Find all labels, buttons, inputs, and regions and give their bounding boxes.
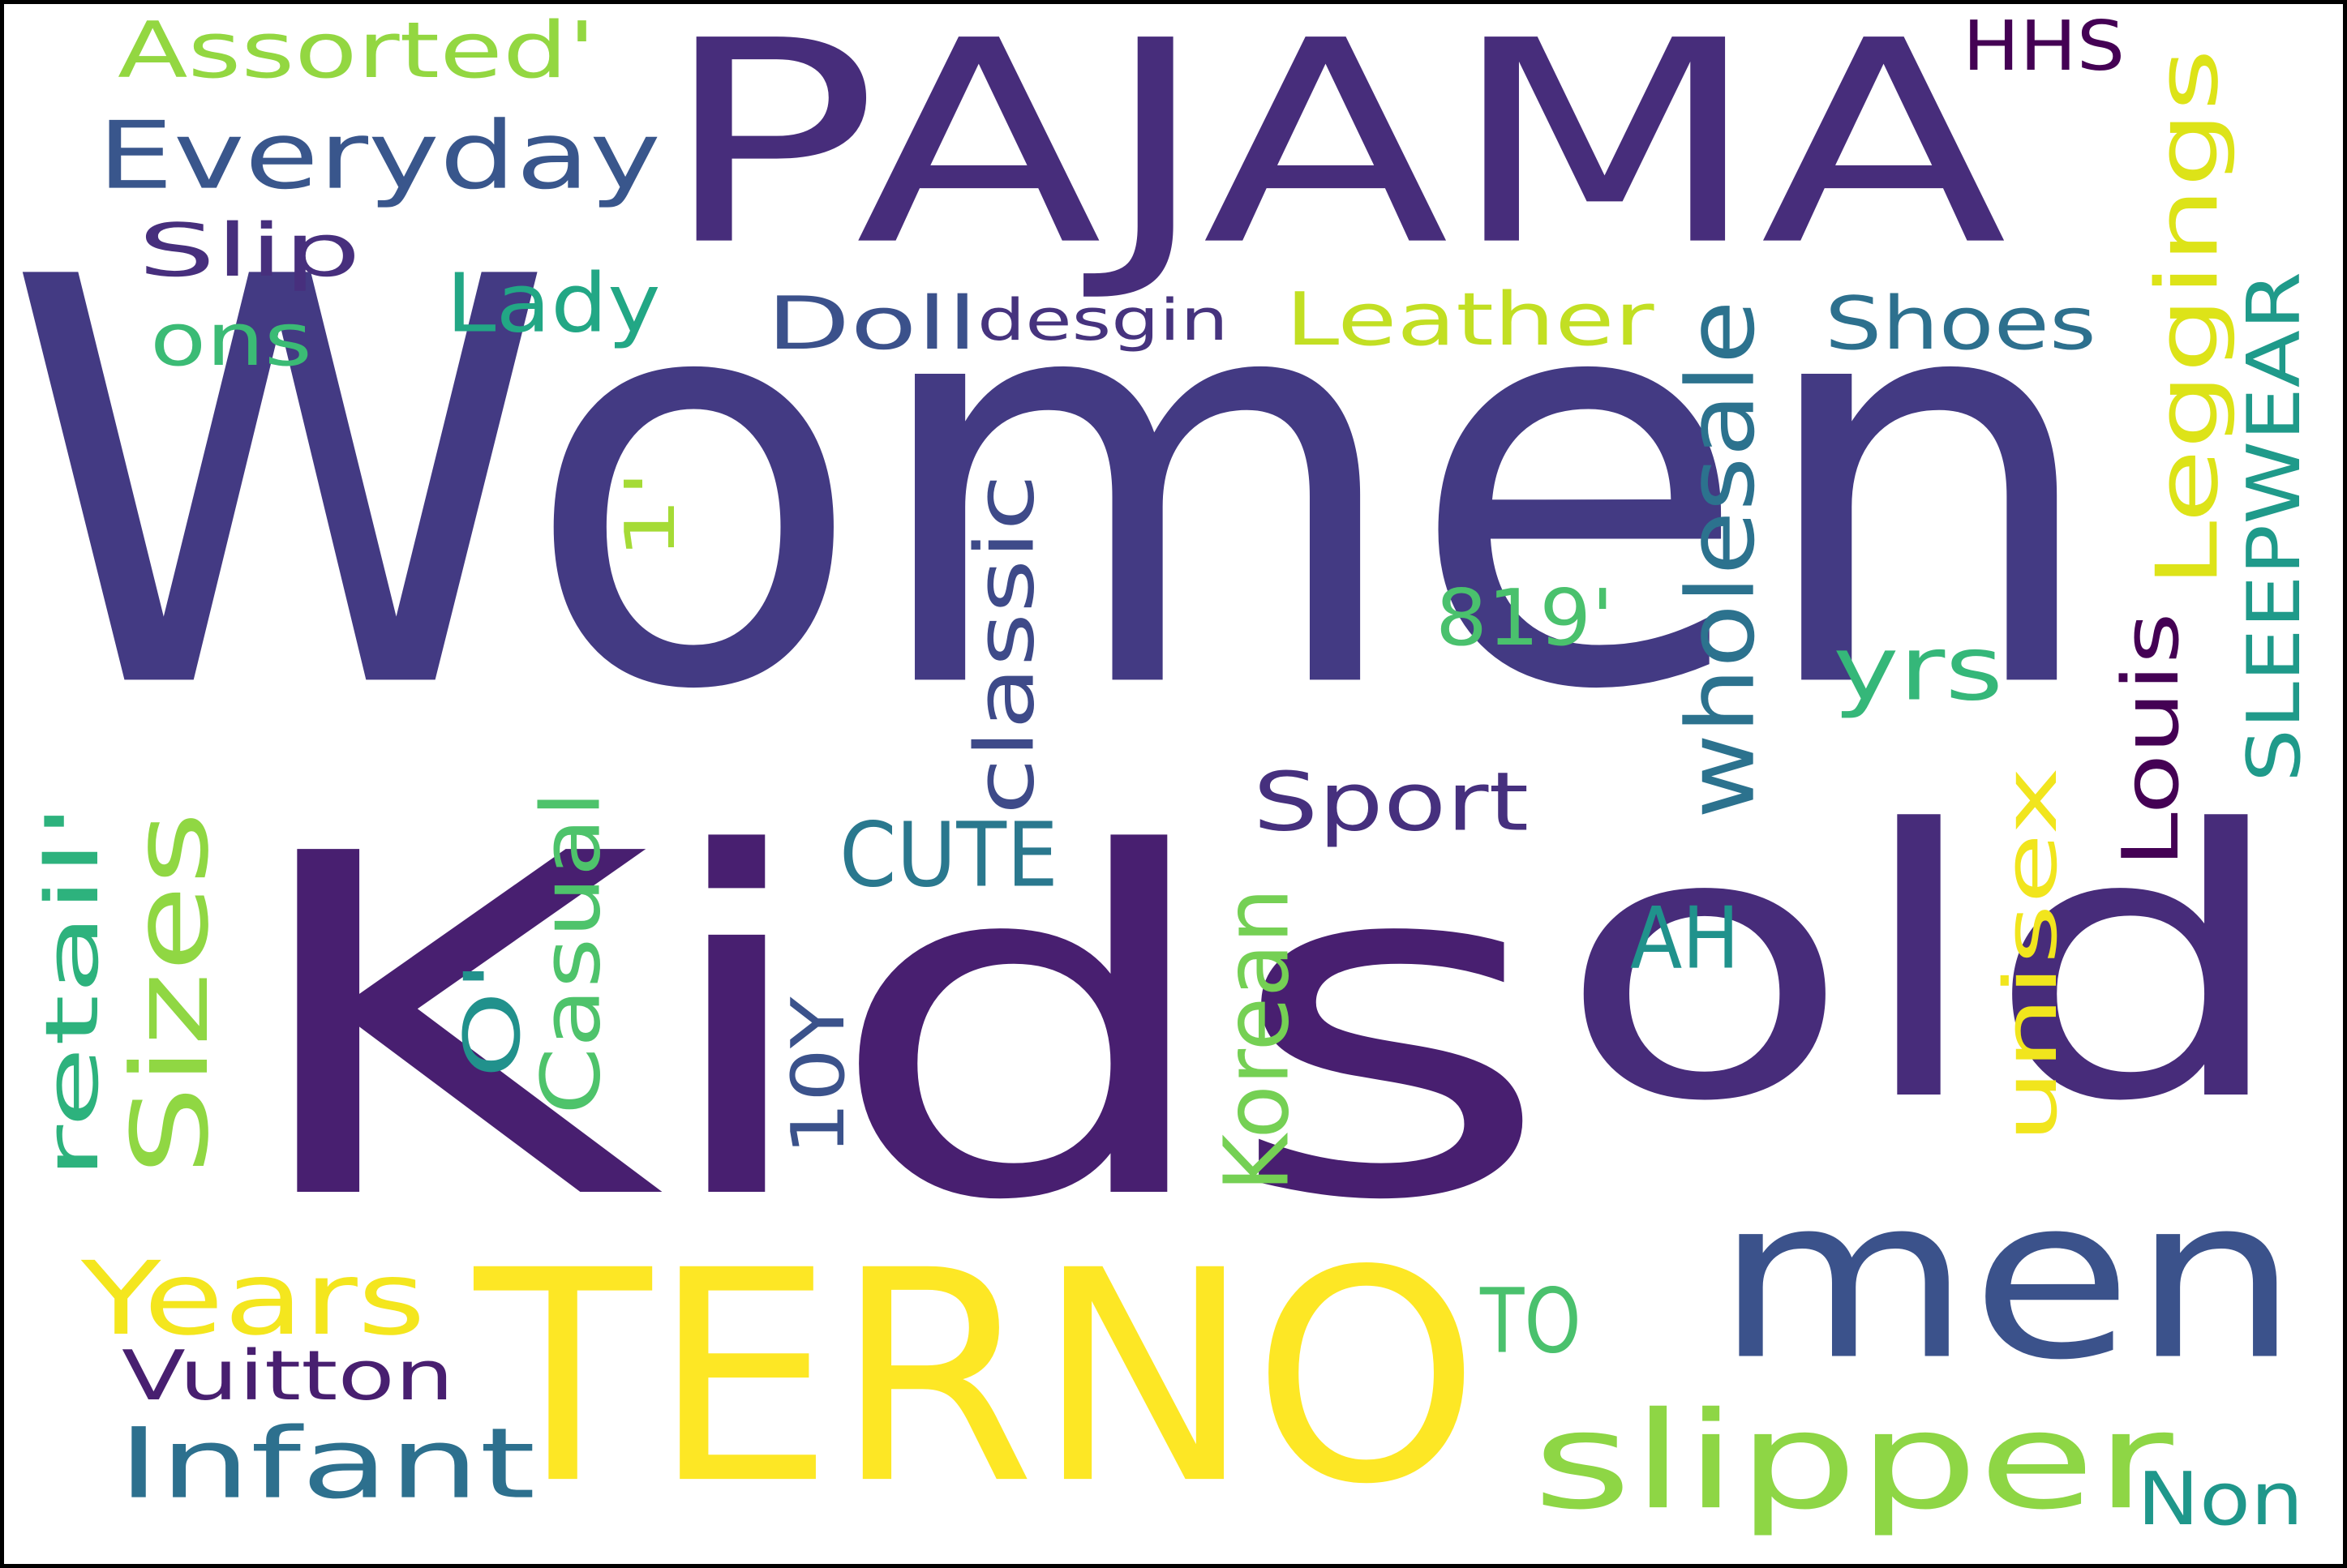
word-non: Non: [2137, 1457, 2304, 1542]
word-vuitton: Vuitton: [122, 1335, 454, 1416]
word-casual: Casual: [524, 790, 619, 1115]
word-unisex: unisex: [1989, 766, 2074, 1143]
word-slip: Slip: [138, 208, 362, 293]
word-cute: CUTE: [839, 803, 1058, 908]
word-assorted: Assorted': [118, 5, 596, 96]
word-leather: Leather: [1285, 277, 1654, 362]
word-everyday: Everyday: [97, 101, 661, 211]
word-desgin: desgin: [977, 287, 1229, 353]
word-lady: Lady: [446, 256, 661, 351]
word-hhs: HHS: [1963, 6, 2126, 87]
word-classic: classic: [958, 473, 1053, 815]
word-terno: TERNO: [474, 1208, 1481, 1549]
word-shoes: Shoes: [1825, 281, 2096, 366]
word-10y: 10Y: [776, 996, 861, 1155]
word-louis: Louis: [2105, 612, 2196, 868]
word-kids: Kids: [235, 756, 1554, 1304]
word-women: Women: [4, 161, 2105, 812]
word-sleepwear: SLEEPWEAR: [2232, 271, 2317, 782]
word-1: 1': [610, 470, 691, 559]
word-korean: Korean: [1204, 888, 1310, 1192]
word-yrs: yrs: [1833, 616, 2004, 722]
word-leggings: Leggings: [2137, 49, 2238, 588]
word-to: TO: [1480, 1269, 1581, 1374]
word-old: old: [1557, 752, 2292, 1182]
word-wholesale: wholesale: [1667, 300, 1776, 819]
word-sport: Sport: [1253, 755, 1530, 850]
word-infant: Infant: [118, 1407, 536, 1520]
word-o: O': [447, 960, 538, 1078]
word-819: 819': [1435, 572, 1614, 663]
word-men: men: [1715, 1149, 2299, 1409]
word-doll: Doll: [766, 281, 978, 366]
word-retail: retail': [30, 803, 115, 1180]
word-slipper: slipper: [1533, 1382, 2173, 1540]
word-pajama: PAJAMA: [661, 0, 2007, 307]
word-ons: ons: [150, 298, 312, 383]
word-sizes: Sizes: [109, 811, 232, 1176]
word-ah: AH: [1630, 888, 1740, 988]
word-years: Years: [81, 1240, 426, 1358]
